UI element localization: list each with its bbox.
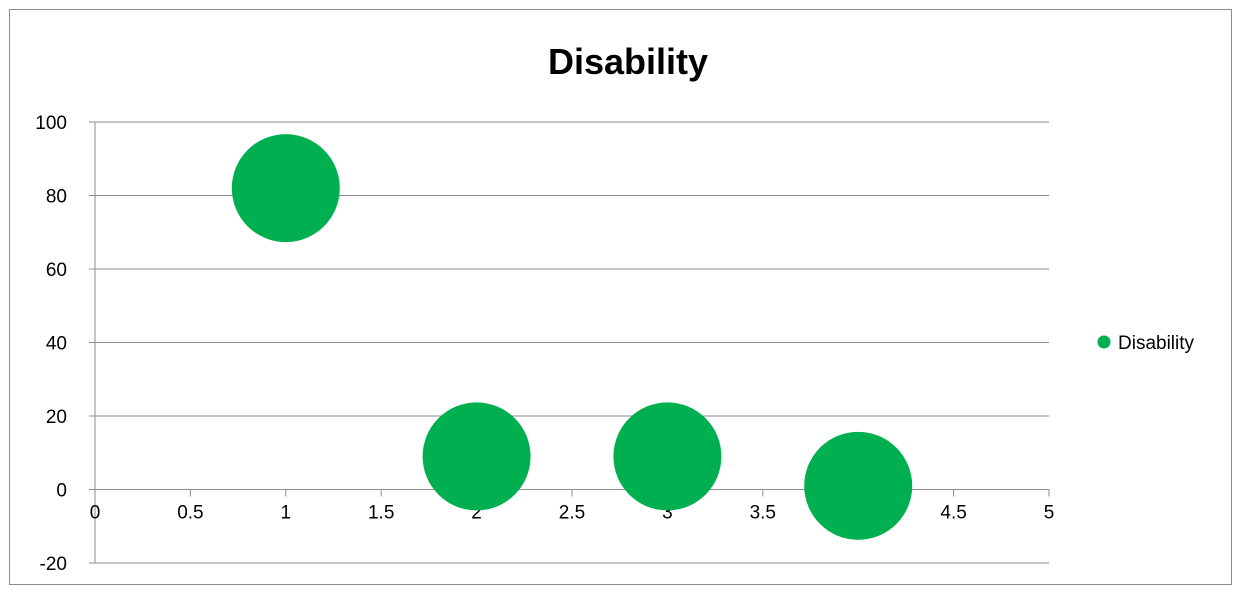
data-point-2[interactable]: [422, 402, 531, 511]
y-tick-label: 60: [46, 260, 67, 281]
data-points: [231, 134, 913, 540]
y-tick-label: 100: [35, 113, 67, 134]
x-tick-label: 0.5: [177, 503, 203, 524]
data-point-1[interactable]: [231, 134, 340, 243]
data-point-4[interactable]: [804, 431, 913, 540]
x-tick-label: 1.5: [368, 503, 394, 524]
x-tick-label: 2: [471, 503, 482, 524]
x-tick-label: 1: [281, 503, 292, 524]
x-tick-label: 0: [90, 503, 101, 524]
data-point-3[interactable]: [613, 402, 722, 511]
x-axis-tick-labels: 00.511.522.533.544.55: [90, 503, 1055, 524]
y-tick-label: 20: [46, 407, 67, 428]
x-tick-label: 4.5: [940, 503, 966, 524]
x-tick-label: 3: [662, 503, 673, 524]
y-axis-tick-labels: -20 0 20 40 60 80 100: [35, 113, 67, 575]
chart-title: Disability: [548, 41, 708, 82]
legend-marker: [1097, 335, 1111, 349]
legend[interactable]: Disability: [1097, 333, 1195, 354]
y-tick-label: 0: [56, 481, 67, 502]
y-tick-label: 80: [46, 187, 67, 208]
y-tick-label: 40: [46, 334, 67, 355]
x-tick-label: 3.5: [750, 503, 776, 524]
y-tick-label: -20: [40, 554, 67, 575]
x-tick-label: 2.5: [559, 503, 585, 524]
x-tick-label: 5: [1044, 503, 1055, 524]
legend-label: Disability: [1118, 333, 1195, 354]
